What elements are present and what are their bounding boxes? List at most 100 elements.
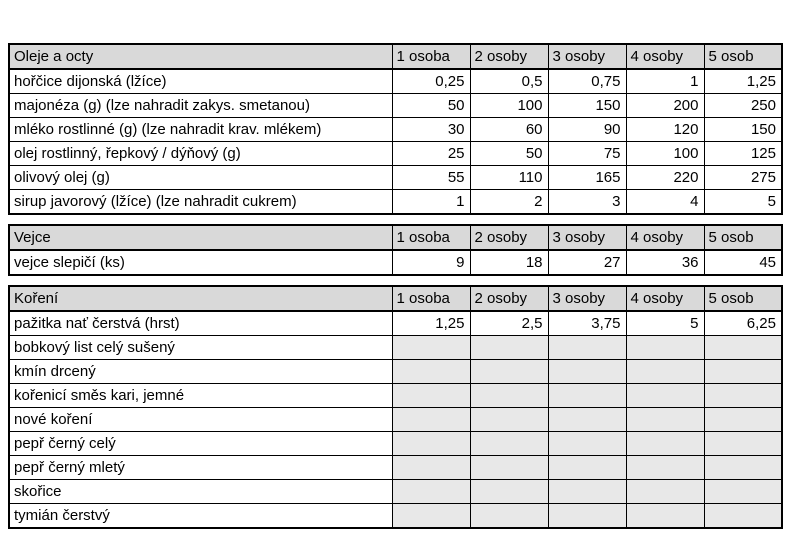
quantity-cell: 0,75 <box>547 68 627 94</box>
ingredient-row: sirup javorový (lžíce) (lze nahradit cuk… <box>8 189 783 215</box>
tables-container: Oleje a octy 1 osoba 2 osoby 3 osoby 4 osoby… <box>8 43 783 529</box>
person-count-column-header: 3 osoby <box>547 224 627 251</box>
ingredient-name-cell: pepř černý mletý <box>8 455 393 480</box>
person-count-column-header: 2 osoby <box>469 43 549 70</box>
ingredient-name-cell: hořčice dijonská (lžíce) <box>8 68 393 94</box>
section-header-row: Oleje a octy 1 osoba 2 osoby 3 osoby 4 osoby… <box>8 43 783 70</box>
empty-quantity-cell <box>625 431 705 456</box>
empty-quantity-cell <box>391 359 471 384</box>
quantity-cell: 18 <box>469 249 549 276</box>
ingredient-row: pepř černý mletý <box>8 455 783 480</box>
person-count-column-header: 3 osoby <box>547 43 627 70</box>
quantity-cell: 4 <box>625 189 705 215</box>
ingredient-row: olivový olej (g) 55 110 165 220 275 <box>8 165 783 190</box>
quantity-cell: 1,25 <box>703 68 783 94</box>
ingredient-name-cell: pažitka nať čerstvá (hrst) <box>8 310 393 336</box>
empty-quantity-cell <box>625 359 705 384</box>
empty-quantity-cell <box>547 383 627 408</box>
empty-quantity-cell <box>703 359 783 384</box>
quantity-cell: 75 <box>547 141 627 166</box>
quantity-cell: 3,75 <box>547 310 627 336</box>
empty-quantity-cell <box>703 407 783 432</box>
empty-quantity-cell <box>469 335 549 360</box>
empty-quantity-cell <box>547 359 627 384</box>
ingredient-row: tymián čerstvý <box>8 503 783 529</box>
quantity-cell: 1 <box>625 68 705 94</box>
empty-quantity-cell <box>469 503 549 529</box>
section-title: Koření <box>8 285 393 312</box>
person-count-column-header: 5 osob <box>703 43 783 70</box>
ingredient-row: bobkový list celý sušený <box>8 335 783 360</box>
ingredient-row: nové koření <box>8 407 783 432</box>
empty-quantity-cell <box>625 455 705 480</box>
ingredient-row: kmín drcený <box>8 359 783 384</box>
empty-quantity-cell <box>547 407 627 432</box>
quantity-cell: 165 <box>547 165 627 190</box>
ingredient-name-cell: olivový olej (g) <box>8 165 393 190</box>
person-count-column-header: 3 osoby <box>547 285 627 312</box>
quantity-cell: 275 <box>703 165 783 190</box>
empty-quantity-cell <box>547 431 627 456</box>
ingredient-row: skořice <box>8 479 783 504</box>
section-header-row: Vejce 1 osoba 2 osoby 3 osoby 4 osoby 5 osob <box>8 224 783 251</box>
quantity-cell: 5 <box>625 310 705 336</box>
quantity-cell: 110 <box>469 165 549 190</box>
quantity-cell: 30 <box>391 117 471 142</box>
empty-quantity-cell <box>703 383 783 408</box>
ingredient-row: pažitka nať čerstvá (hrst) 1,25 2,5 3,75 5 6,… <box>8 310 783 336</box>
quantity-cell: 220 <box>625 165 705 190</box>
empty-quantity-cell <box>625 335 705 360</box>
ingredient-name-cell: tymián čerstvý <box>8 503 393 529</box>
empty-quantity-cell <box>469 383 549 408</box>
quantity-cell: 36 <box>625 249 705 276</box>
quantity-cell: 150 <box>703 117 783 142</box>
person-count-column-header: 2 osoby <box>469 224 549 251</box>
quantity-cell: 1,25 <box>391 310 471 336</box>
person-count-column-header: 1 osoba <box>391 43 471 70</box>
empty-quantity-cell <box>703 503 783 529</box>
ingredient-name-cell: bobkový list celý sušený <box>8 335 393 360</box>
ingredient-name-cell: olej rostlinný, řepkový / dýňový (g) <box>8 141 393 166</box>
quantity-cell: 27 <box>547 249 627 276</box>
empty-quantity-cell <box>469 455 549 480</box>
quantity-cell: 45 <box>703 249 783 276</box>
empty-quantity-cell <box>391 455 471 480</box>
quantity-cell: 25 <box>391 141 471 166</box>
quantity-cell: 6,25 <box>703 310 783 336</box>
quantity-cell: 0,25 <box>391 68 471 94</box>
quantity-cell: 100 <box>469 93 549 118</box>
person-count-column-header: 2 osoby <box>469 285 549 312</box>
ingredient-row: pepř černý celý <box>8 431 783 456</box>
quantity-cell: 0,5 <box>469 68 549 94</box>
person-count-column-header: 1 osoba <box>391 285 471 312</box>
empty-quantity-cell <box>625 407 705 432</box>
quantity-cell: 200 <box>625 93 705 118</box>
empty-quantity-cell <box>469 431 549 456</box>
section-title: Vejce <box>8 224 393 251</box>
section-header-row: Koření 1 osoba 2 osoby 3 osoby 4 osoby 5 osob <box>8 285 783 312</box>
empty-quantity-cell <box>625 383 705 408</box>
person-count-column-header: 5 osob <box>703 224 783 251</box>
ingredient-name-cell: mléko rostlinné (g) (lze nahradit krav. … <box>8 117 393 142</box>
ingredient-name-cell: sirup javorový (lžíce) (lze nahradit cuk… <box>8 189 393 215</box>
ingredient-table-1: Vejce 1 osoba 2 osoby 3 osoby 4 osoby 5 osob v… <box>8 224 783 276</box>
empty-quantity-cell <box>625 503 705 529</box>
ingredient-name-cell: pepř černý celý <box>8 431 393 456</box>
quantity-cell: 5 <box>703 189 783 215</box>
quantity-cell: 3 <box>547 189 627 215</box>
ingredient-table-0: Oleje a octy 1 osoba 2 osoby 3 osoby 4 osoby… <box>8 43 783 215</box>
quantity-cell: 50 <box>469 141 549 166</box>
empty-quantity-cell <box>703 431 783 456</box>
empty-quantity-cell <box>703 335 783 360</box>
quantity-cell: 9 <box>391 249 471 276</box>
ingredient-name-cell: nové koření <box>8 407 393 432</box>
quantity-cell: 150 <box>547 93 627 118</box>
ingredient-row: vejce slepičí (ks) 9 18 27 36 45 <box>8 249 783 276</box>
empty-quantity-cell <box>547 455 627 480</box>
empty-quantity-cell <box>469 479 549 504</box>
empty-quantity-cell <box>469 359 549 384</box>
empty-quantity-cell <box>547 503 627 529</box>
person-count-column-header: 4 osoby <box>625 285 705 312</box>
quantity-cell: 120 <box>625 117 705 142</box>
ingredient-name-cell: skořice <box>8 479 393 504</box>
